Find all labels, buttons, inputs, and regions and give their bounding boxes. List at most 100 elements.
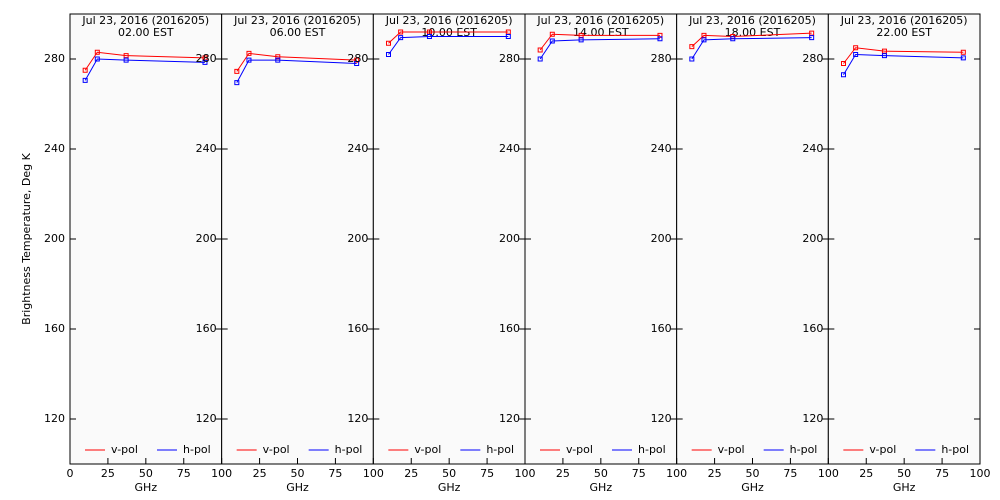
y-tick-label: 200 [196, 232, 217, 245]
point-marker [689, 44, 695, 50]
panel-title: Jul 23, 2016 (2016205) [385, 14, 513, 27]
x-tick-label: 50 [291, 467, 305, 480]
y-tick-label: 240 [44, 142, 65, 155]
series-line [388, 36, 509, 55]
point-marker [549, 31, 555, 37]
point-marker [354, 61, 360, 66]
x-tick-label: 75 [480, 467, 494, 480]
point-marker [537, 56, 543, 62]
y-tick-label: 120 [196, 412, 217, 425]
series-line [843, 47, 964, 64]
x-tick-label: 75 [177, 467, 191, 480]
point-marker [82, 77, 88, 83]
y-tick-label: 240 [499, 142, 520, 155]
series-line [539, 38, 660, 60]
legend-label: h-pol [941, 443, 969, 456]
y-tick-label: 240 [347, 142, 368, 155]
panel-frame [676, 13, 829, 465]
legend-label: v-pol [718, 443, 745, 456]
y-tick-label: 120 [651, 412, 672, 425]
y-tick-label: 120 [347, 412, 368, 425]
point-marker [549, 38, 555, 44]
panel-frame [221, 13, 374, 465]
y-tick-label: 280 [499, 52, 520, 65]
legend-label: h-pol [183, 443, 211, 456]
point-marker [505, 34, 511, 39]
x-tick-label: 75 [328, 467, 342, 480]
x-tick-label: 75 [632, 467, 646, 480]
y-tick-label: 240 [651, 142, 672, 155]
x-axis-label: GHz [741, 481, 764, 494]
y-tick-label: 160 [196, 322, 217, 335]
legend-label: h-pol [486, 443, 514, 456]
point-marker [202, 59, 208, 65]
panel-title: Jul 23, 2016 (2016205) [840, 14, 968, 27]
point-marker [701, 37, 707, 43]
point-marker [94, 56, 100, 62]
y-tick-label: 200 [802, 232, 823, 245]
x-tick-label: 50 [897, 467, 911, 480]
y-tick-label: 280 [802, 52, 823, 65]
series-line [691, 37, 812, 60]
point-marker [853, 45, 859, 51]
x-tick-label: 75 [935, 467, 949, 480]
point-marker [386, 52, 391, 57]
x-axis-label: GHz [893, 481, 916, 494]
point-marker [809, 35, 815, 41]
x-tick-label: 25 [859, 467, 873, 480]
x-tick-label: 0 [67, 467, 74, 480]
y-tick-label: 160 [347, 322, 368, 335]
point-marker [881, 53, 887, 59]
x-tick-label: 50 [746, 467, 760, 480]
legend-label: h-pol [335, 443, 363, 456]
x-tick-label: 100 [211, 467, 232, 480]
y-tick-label: 160 [651, 322, 672, 335]
point-marker [657, 32, 663, 38]
legend-label: v-pol [414, 443, 441, 456]
x-tick-label: 25 [404, 467, 418, 480]
series-line [691, 32, 812, 47]
point-marker [841, 61, 846, 66]
point-marker [123, 57, 129, 63]
panel-subtitle: 22.00 EST [876, 26, 932, 39]
series-line [539, 33, 660, 51]
x-tick-label: 25 [253, 467, 267, 480]
x-tick-label: 25 [101, 467, 115, 480]
point-marker [386, 40, 391, 46]
y-tick-label: 200 [347, 232, 368, 245]
x-tick-label: 50 [139, 467, 153, 480]
legend-label: v-pol [869, 443, 896, 456]
point-marker [657, 36, 663, 42]
y-tick-label: 200 [44, 232, 65, 245]
series-line [843, 53, 964, 76]
x-tick-label: 50 [442, 467, 456, 480]
y-tick-label: 120 [44, 412, 65, 425]
point-marker [82, 67, 88, 73]
panel-title: Jul 23, 2016 (2016205) [688, 14, 816, 27]
y-tick-label: 160 [499, 322, 520, 335]
point-marker [398, 35, 404, 41]
y-axis-label: Brightness Temperature, Deg K [20, 152, 33, 324]
series-line [236, 59, 357, 83]
x-tick-label: 100 [515, 467, 536, 480]
panel-subtitle: 06.00 EST [270, 26, 326, 39]
point-marker [426, 34, 432, 39]
point-marker [234, 68, 240, 74]
series-line [84, 51, 205, 71]
x-tick-label: 100 [970, 467, 991, 480]
legend-label: v-pol [111, 443, 138, 456]
x-tick-label: 50 [594, 467, 608, 480]
y-tick-label: 280 [347, 52, 368, 65]
y-tick-label: 120 [499, 412, 520, 425]
legend-label: h-pol [638, 443, 666, 456]
point-marker [537, 47, 543, 53]
point-marker [275, 54, 281, 60]
y-tick-label: 280 [196, 52, 217, 65]
panel-frame [524, 13, 678, 465]
y-tick-label: 160 [44, 322, 65, 335]
point-marker [841, 72, 846, 78]
point-marker [275, 57, 281, 63]
point-marker [234, 80, 240, 86]
y-tick-label: 240 [802, 142, 823, 155]
